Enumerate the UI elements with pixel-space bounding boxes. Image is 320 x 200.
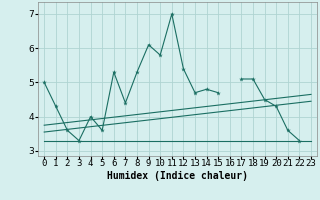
X-axis label: Humidex (Indice chaleur): Humidex (Indice chaleur) xyxy=(107,171,248,181)
